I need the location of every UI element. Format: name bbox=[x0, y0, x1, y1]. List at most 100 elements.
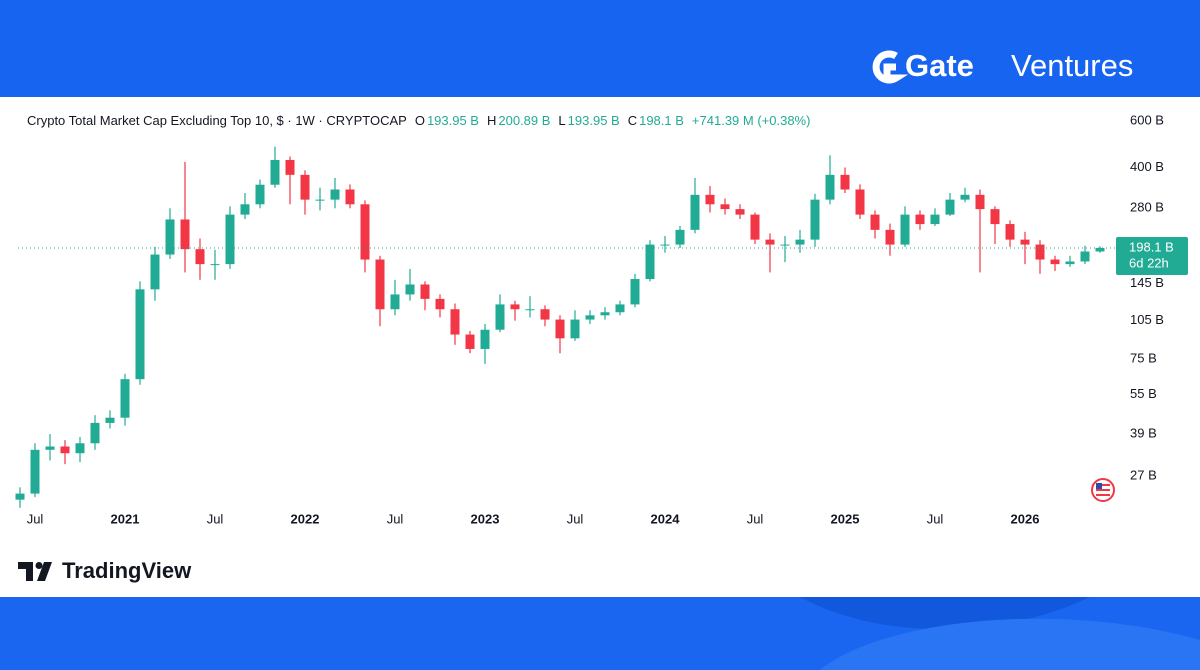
candle-body bbox=[210, 264, 220, 266]
candle-body bbox=[585, 315, 595, 320]
candle-body bbox=[690, 194, 700, 230]
candle-body bbox=[1065, 261, 1075, 265]
tv-wordmark: TradingView bbox=[62, 558, 192, 583]
candle-body bbox=[735, 209, 745, 215]
candle-body bbox=[675, 229, 685, 245]
x-tick-label: 2023 bbox=[471, 511, 500, 526]
band-glow bbox=[820, 618, 1200, 670]
candle-body bbox=[300, 174, 310, 200]
candle-body bbox=[945, 199, 955, 215]
candle-body bbox=[810, 199, 820, 240]
candle-body bbox=[555, 319, 565, 339]
y-tick-label: 39 B bbox=[1130, 426, 1157, 441]
candle-body bbox=[165, 219, 175, 255]
x-tick-label: Jul bbox=[567, 511, 584, 526]
candle-body bbox=[285, 159, 295, 175]
last-price-box bbox=[1116, 236, 1188, 275]
candle-body bbox=[975, 194, 985, 210]
ohlc-key: O bbox=[414, 113, 425, 128]
candle-body bbox=[930, 214, 940, 225]
candle-body bbox=[705, 194, 715, 205]
candle-body bbox=[915, 214, 925, 225]
candle-body bbox=[600, 312, 610, 316]
candle-body bbox=[90, 422, 100, 444]
candle-body bbox=[660, 244, 670, 246]
candle-body bbox=[75, 443, 85, 454]
y-tick-label: 145 B bbox=[1130, 275, 1164, 290]
ohlc-key: C bbox=[627, 113, 638, 128]
candle-body bbox=[240, 204, 250, 215]
candle-body bbox=[510, 304, 520, 310]
candle-body bbox=[225, 214, 235, 265]
flag-canton bbox=[1096, 483, 1102, 489]
x-tick-label: Jul bbox=[27, 511, 44, 526]
candle-body bbox=[450, 309, 460, 335]
candle-body bbox=[645, 244, 655, 280]
candle-body bbox=[615, 304, 625, 313]
ohlc-value: 200.89 B bbox=[498, 113, 551, 128]
x-tick-label: 2021 bbox=[111, 511, 140, 526]
candle-body bbox=[30, 449, 40, 494]
flag-stripe bbox=[1096, 494, 1110, 496]
candle-body bbox=[630, 279, 640, 305]
candle-body bbox=[750, 214, 760, 240]
candle-body bbox=[525, 309, 535, 311]
x-tick-label: Jul bbox=[387, 511, 404, 526]
change-value: +741.39 M (+0.38%) bbox=[691, 113, 811, 128]
candle-body bbox=[540, 309, 550, 320]
x-tick-label: 2022 bbox=[291, 511, 320, 526]
countdown-label: 6d 22h bbox=[1129, 255, 1169, 270]
tv-slash bbox=[37, 562, 52, 581]
candle-body bbox=[375, 259, 385, 310]
y-tick-label: 27 B bbox=[1130, 468, 1157, 483]
candle-body bbox=[1080, 251, 1090, 262]
ohlc-key: H bbox=[486, 113, 497, 128]
gate-logo: Gate Ventures bbox=[872, 48, 1133, 84]
tv-mark bbox=[18, 562, 33, 581]
candle-body bbox=[180, 219, 190, 250]
plot: 600 B 400 B 280 B 145 B 105 B 75 B 55 B 39 B 27 … bbox=[15, 112, 1188, 526]
y-tick-label: 75 B bbox=[1130, 351, 1157, 366]
x-tick-label: 2024 bbox=[651, 511, 681, 526]
y-tick-label: 400 B bbox=[1130, 159, 1164, 174]
candle-body bbox=[105, 417, 115, 423]
candle-body bbox=[420, 284, 430, 299]
x-tick-label: 2025 bbox=[831, 511, 860, 526]
candle-body bbox=[15, 493, 25, 500]
gate-icon bbox=[872, 50, 909, 84]
candle-body bbox=[870, 214, 880, 230]
candle-body bbox=[315, 199, 325, 201]
candle-body bbox=[60, 446, 70, 454]
x-tick-label: Jul bbox=[207, 511, 224, 526]
candle-body bbox=[435, 298, 445, 310]
symbol-title: Crypto Total Market Cap Excluding Top 10… bbox=[27, 113, 407, 128]
candle-body bbox=[900, 214, 910, 245]
candle-body bbox=[720, 204, 730, 210]
flag-icon bbox=[1091, 478, 1115, 502]
candle-body bbox=[120, 379, 130, 418]
candle-body bbox=[855, 189, 865, 215]
candle-body bbox=[795, 239, 805, 245]
candle-body bbox=[330, 189, 340, 200]
candle-body bbox=[465, 334, 475, 349]
chart-panel bbox=[0, 97, 1200, 597]
candle-body bbox=[1050, 259, 1060, 265]
x-tick-label: 2026 bbox=[1011, 511, 1040, 526]
candle-body bbox=[885, 229, 895, 245]
candle-body bbox=[480, 329, 490, 349]
brand-suffix: Ventures bbox=[1011, 48, 1133, 83]
brand-name: Gate bbox=[905, 48, 974, 83]
last-price-label: 198.1 B bbox=[1129, 239, 1174, 254]
flag-stripe bbox=[1096, 489, 1110, 491]
y-tick-label: 600 B bbox=[1130, 112, 1164, 127]
candle-body bbox=[1005, 224, 1015, 240]
candle-body bbox=[1035, 244, 1045, 260]
candle-body bbox=[195, 249, 205, 265]
tradingview-logo: TradingView bbox=[18, 558, 192, 583]
symbol-legend: Crypto Total Market Cap Excluding Top 10… bbox=[27, 113, 818, 128]
tv-dot bbox=[35, 562, 43, 569]
candle-body bbox=[765, 239, 775, 245]
candle-body bbox=[150, 254, 160, 290]
candle-body bbox=[360, 204, 370, 260]
